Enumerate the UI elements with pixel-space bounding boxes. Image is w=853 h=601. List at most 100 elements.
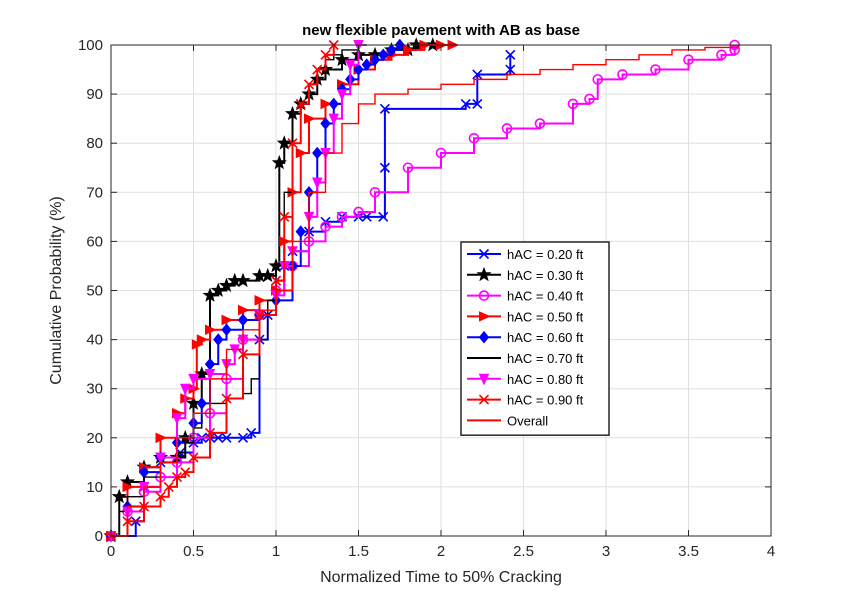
data-point (188, 452, 199, 463)
legend-item[interactable]: hAC = 0.40 ft (467, 289, 584, 304)
series-line (111, 45, 335, 537)
data-point (279, 211, 290, 222)
series-line (111, 45, 739, 537)
data-point (304, 113, 316, 124)
data-point (246, 427, 257, 438)
x-tick-label: 3 (602, 543, 610, 560)
data-point (353, 206, 364, 218)
legend-marker (478, 373, 490, 386)
data-point (163, 481, 174, 492)
data-point (361, 211, 372, 222)
data-point (584, 93, 595, 105)
legend-item[interactable]: hAC = 0.70 ft (467, 351, 584, 366)
legend-item[interactable]: hAC = 0.50 ft (467, 309, 584, 324)
legend-label: hAC = 0.50 ft (507, 309, 584, 324)
series-8 (111, 45, 739, 537)
x-tick-label: 2.5 (513, 543, 534, 560)
data-point (534, 118, 546, 129)
data-point (320, 98, 333, 110)
data-point (111, 488, 127, 504)
legend-item[interactable]: hAC = 0.60 ft (467, 330, 584, 345)
data-point (295, 225, 306, 238)
data-point (303, 79, 315, 90)
data-point (221, 323, 232, 337)
data-point (271, 154, 287, 170)
y-tick-label: 70 (86, 184, 103, 201)
y-tick-label: 30 (86, 381, 103, 398)
data-point (378, 211, 389, 222)
legend-marker (478, 394, 490, 405)
data-point (320, 49, 331, 60)
legend[interactable]: hAC = 0.20 ft hAC = 0.30 ft hAC = 0.40 ft h… (460, 241, 610, 436)
data-point (260, 267, 276, 283)
legend-label: hAC = 0.60 ft (507, 330, 584, 345)
legend-item[interactable]: hAC = 0.30 ft (467, 266, 584, 283)
data-point (320, 221, 331, 232)
legend-marker (478, 290, 490, 301)
legend-item[interactable]: hAC = 0.80 ft (467, 372, 584, 387)
data-point (237, 349, 249, 360)
data-point (238, 304, 250, 316)
legend-label: hAC = 0.80 ft (507, 372, 584, 387)
y-tick-label: 10 (86, 479, 103, 496)
data-point (683, 54, 694, 66)
data-point (617, 69, 628, 80)
data-point (270, 275, 282, 286)
data-point (379, 103, 390, 114)
data-point (369, 187, 381, 198)
data-point (204, 368, 216, 381)
data-point (155, 432, 168, 444)
data-point (505, 64, 516, 75)
data-point (403, 44, 415, 56)
data-point (311, 177, 323, 190)
data-point (472, 98, 483, 109)
y-tick-label: 20 (86, 430, 103, 447)
data-point (204, 427, 216, 438)
legend-item[interactable]: hAC = 0.90 ft (467, 393, 584, 408)
data-point (155, 491, 166, 502)
data-point (312, 146, 323, 160)
data-point (221, 314, 234, 326)
data-point (237, 313, 249, 327)
data-point (295, 147, 308, 159)
data-point (344, 59, 356, 72)
data-point (567, 98, 579, 110)
data-point (336, 211, 348, 223)
legend-label: hAC = 0.40 ft (507, 289, 584, 304)
data-point (205, 324, 217, 336)
y-tick-label: 40 (86, 332, 103, 349)
x-tick-label: 1.5 (348, 543, 369, 560)
legend-marker (478, 248, 490, 260)
series-layer (103, 37, 741, 543)
x-tick-label: 2 (437, 543, 445, 560)
data-point (287, 138, 298, 149)
data-point (155, 452, 166, 465)
data-point (276, 135, 292, 150)
data-point (505, 49, 516, 60)
data-point (369, 53, 381, 67)
data-point (650, 64, 661, 75)
legend-item[interactable]: Overall (467, 413, 548, 428)
x-tick-label: 0 (107, 543, 115, 560)
data-point (472, 69, 483, 80)
legend-marker (478, 330, 490, 344)
data-point (353, 63, 364, 76)
data-point (361, 58, 372, 71)
data-point (501, 123, 513, 134)
x-tick-label: 3.5 (678, 543, 699, 560)
data-point (312, 64, 323, 75)
data-point (378, 48, 389, 62)
data-point (171, 472, 183, 483)
x-tick-label: 0.5 (183, 543, 204, 560)
data-point (334, 51, 350, 67)
data-point (171, 413, 183, 425)
data-point (235, 272, 251, 288)
legend-item[interactable]: hAC = 0.20 ft (467, 247, 584, 262)
x-tick-label: 1 (272, 543, 280, 560)
legend-label: Overall (507, 413, 548, 428)
data-point (122, 481, 135, 493)
y-tick-label: 60 (86, 233, 103, 250)
data-point (185, 395, 202, 410)
legend-label: hAC = 0.20 ft (507, 247, 584, 262)
